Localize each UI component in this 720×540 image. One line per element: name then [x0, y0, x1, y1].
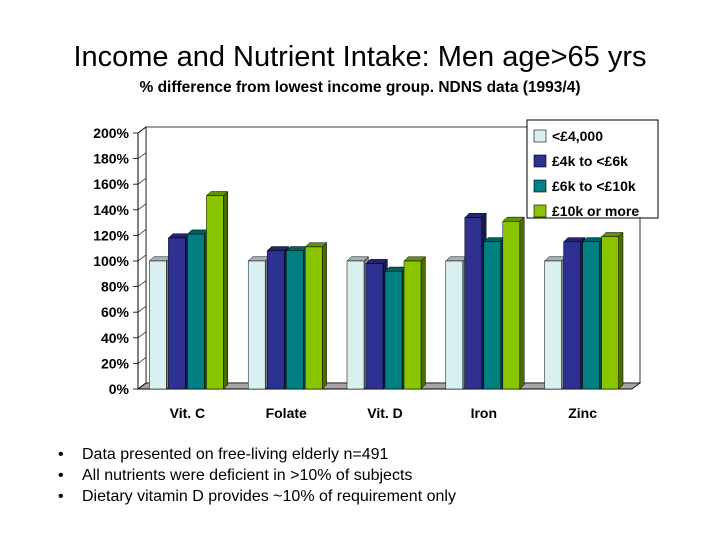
- bullet-item: • All nutrients were deficient in >10% of…: [58, 465, 456, 486]
- bar: [502, 221, 521, 390]
- y-tick-depth: [137, 382, 147, 390]
- x-tick-label: Iron: [471, 405, 497, 421]
- bar: [266, 250, 285, 390]
- bullet-glyph: •: [58, 488, 64, 505]
- y-tick-depth: [137, 331, 147, 339]
- bar: [285, 250, 304, 390]
- slide-title: Income and Nutrient Intake: Men age>65 y…: [73, 41, 647, 73]
- legend-label: <£4,000: [552, 128, 603, 144]
- y-tick-label: 60%: [101, 304, 130, 320]
- y-tick-depth: [137, 229, 147, 236]
- bullet-item: • Dietary vitamin D provides ~10% of requ…: [58, 486, 456, 507]
- bar: [168, 237, 186, 390]
- bar: [445, 260, 464, 390]
- y-tick-depth: [137, 357, 147, 364]
- bullet-text: All nutrients were deficient in >10% of …: [82, 467, 413, 484]
- y-tick-label: 200%: [93, 125, 129, 141]
- bar: [247, 260, 266, 390]
- bar: [544, 260, 562, 390]
- bullet-text: Dietary vitamin D provides ~10% of requi…: [82, 488, 456, 505]
- x-tick-label: Vit. D: [367, 405, 403, 421]
- legend-label: £10k or more: [552, 203, 639, 219]
- y-tick-label: 100%: [93, 253, 129, 269]
- legend-box: [526, 119, 659, 219]
- legend-swatch: [533, 129, 547, 143]
- bar-side: [321, 242, 327, 390]
- x-tick-label: Zinc: [568, 405, 597, 421]
- bar: [149, 260, 167, 390]
- bar-side: [223, 190, 229, 390]
- bar: [384, 270, 403, 390]
- legend-label: £4k to <£6k: [552, 153, 628, 169]
- y-tick-label: 20%: [101, 355, 130, 371]
- y-tick-label: 80%: [101, 279, 130, 295]
- bar: [483, 241, 502, 390]
- slide-subtitle: % difference from lowest income group. N…: [139, 79, 581, 96]
- bar-side: [618, 231, 624, 390]
- bar: [582, 241, 600, 390]
- bullet-glyph: •: [58, 467, 64, 484]
- bar: [563, 241, 581, 390]
- bar: [403, 260, 422, 390]
- bar: [187, 233, 205, 390]
- bar: [346, 260, 365, 390]
- bar: [464, 217, 483, 390]
- bar-side: [420, 256, 426, 390]
- y-tick-depth: [137, 177, 147, 185]
- y-tick-depth: [137, 126, 147, 134]
- bar: [365, 263, 384, 390]
- y-tick-label: 180%: [93, 151, 129, 167]
- legend-swatch: [533, 154, 547, 168]
- x-tick-label: Vit. C: [170, 405, 206, 421]
- y-tick-depth: [137, 254, 147, 262]
- bullet-list: • Data presented on free-living elderly n…: [58, 444, 456, 507]
- y-tick-label: 160%: [93, 176, 129, 192]
- y-tick-label: 140%: [93, 202, 129, 218]
- y-tick-depth: [137, 152, 147, 159]
- y-tick-label: 0%: [109, 381, 130, 397]
- legend-swatch: [533, 179, 547, 193]
- y-tick-depth: [137, 203, 147, 211]
- bar-side: [519, 216, 525, 390]
- bullet-item: • Data presented on free-living elderly n…: [58, 444, 456, 465]
- legend-swatch: [533, 204, 547, 218]
- legend-label: £6k to <£10k: [552, 178, 636, 194]
- bar: [206, 195, 224, 390]
- y-tick-depth: [137, 280, 147, 287]
- y-tick-depth: [137, 305, 147, 313]
- bullet-text: Data presented on free-living elderly n=…: [82, 446, 389, 463]
- bar: [601, 236, 619, 390]
- bullet-glyph: •: [58, 446, 64, 463]
- y-tick-label: 40%: [101, 330, 130, 346]
- bar: [304, 246, 323, 390]
- y-tick-label: 120%: [93, 227, 129, 243]
- x-tick-label: Folate: [266, 405, 307, 421]
